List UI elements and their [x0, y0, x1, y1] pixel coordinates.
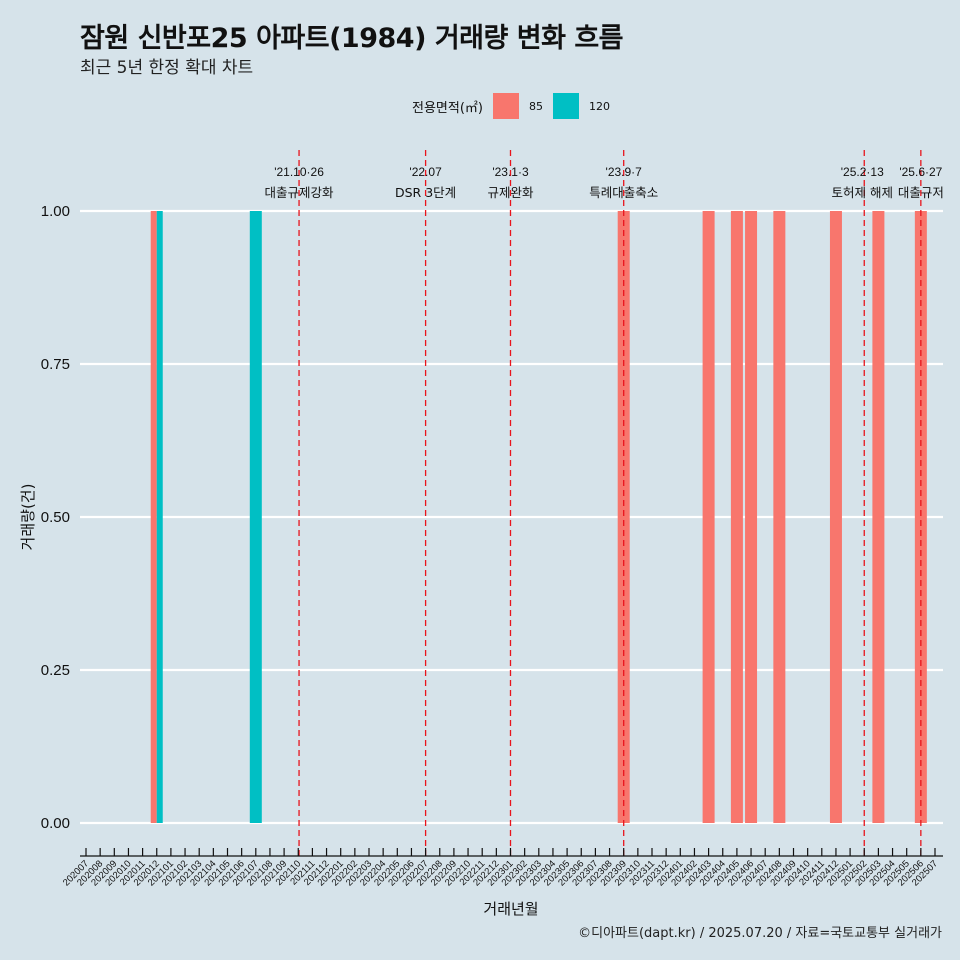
annotation-label: 대출규저	[898, 185, 944, 200]
bar-85-202503	[872, 211, 885, 823]
chart-subtitle: 최근 5년 한정 확대 차트	[80, 58, 254, 78]
bar-85-202506	[914, 211, 927, 823]
annotation-label: 규제완화	[487, 185, 534, 200]
legend: 전용면적(㎡) 85 120	[412, 93, 620, 119]
y-tick-label: 0.75	[41, 356, 70, 373]
annotation-date: '23.9·7	[606, 165, 643, 179]
bar-85-202412	[829, 211, 842, 823]
legend-title: 전용면적(㎡)	[412, 100, 483, 116]
bar-85-202012	[150, 211, 157, 823]
annotation-date: '23.1·3	[492, 165, 529, 179]
annotation-label: 대출규제강화	[265, 185, 335, 200]
y-tick-label: 0.00	[41, 815, 70, 832]
annotation-label: 토허제 해제	[832, 185, 893, 200]
annotation-date: '22.07	[409, 165, 442, 179]
annotation-date: '21.10·26	[274, 165, 324, 179]
legend-label-85: 85	[528, 99, 543, 113]
bar-85-202406	[745, 211, 758, 823]
bar-120-202012	[156, 211, 163, 823]
x-axis-title: 거래년월	[483, 900, 538, 918]
y-tick-label: 0.25	[41, 662, 70, 679]
legend-label-120: 120	[588, 99, 610, 113]
bar-85-202405	[730, 211, 743, 823]
annotation-date: '25.6·27	[899, 165, 942, 179]
y-tick-label: 1.00	[41, 203, 70, 220]
y-tick-label: 0.50	[41, 509, 70, 526]
y-axis-title: 거래량(건)	[19, 484, 37, 551]
annotation-date: '25.2·13	[841, 165, 884, 179]
annotation-label: DSR 3단계	[395, 185, 456, 200]
annotation-label: 특례대출축소	[589, 185, 658, 200]
caption: ©디아파트(dapt.kr) / 2025.07.20 / 자료=국토교통부 실…	[578, 926, 942, 941]
legend-swatch-85	[492, 93, 519, 119]
chart-title: 잠원 신반포25 아파트(1984) 거래량 변화 흐름	[80, 23, 624, 54]
bar-120-202107	[249, 211, 262, 823]
bar-85-202408	[773, 211, 786, 823]
bar-85-202403	[702, 211, 715, 823]
legend-swatch-120	[552, 93, 579, 119]
bar-85-202309	[617, 211, 630, 823]
